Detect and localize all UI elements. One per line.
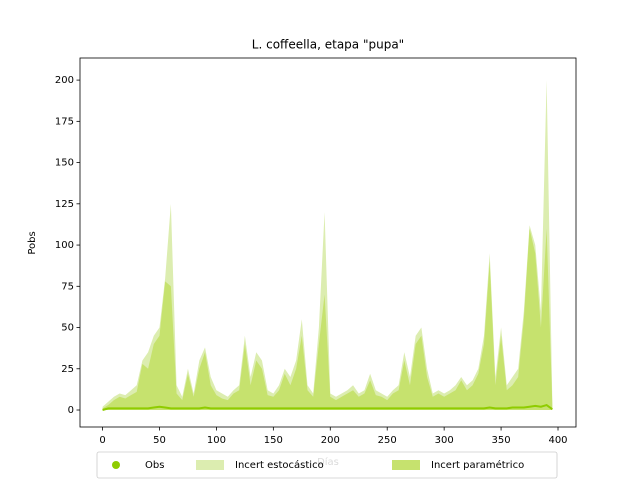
y-tick-label: 100 bbox=[55, 240, 74, 251]
legend-label: Incert paramétrico bbox=[431, 459, 524, 471]
x-tick-label: 200 bbox=[321, 435, 340, 446]
y-tick-label: 50 bbox=[61, 323, 74, 334]
y-tick-label: 0 bbox=[68, 405, 74, 416]
y-tick-label: 125 bbox=[55, 199, 74, 210]
x-tick-label: 150 bbox=[264, 435, 283, 446]
y-tick-label: 25 bbox=[61, 364, 74, 375]
area bbox=[102, 228, 553, 411]
legend-patch bbox=[196, 460, 224, 470]
y-axis-label: Pobs bbox=[27, 231, 38, 254]
plot-frame bbox=[79, 57, 577, 428]
y-tick-label: 150 bbox=[55, 158, 74, 169]
legend-patch bbox=[392, 460, 420, 470]
x-tick-label: 350 bbox=[492, 435, 511, 446]
y-tick-label: 200 bbox=[55, 75, 74, 86]
legend-marker bbox=[112, 461, 120, 469]
x-tick-label: 300 bbox=[435, 435, 454, 446]
x-tick-label: 0 bbox=[99, 435, 105, 446]
legend-label: Obs bbox=[145, 460, 164, 471]
line bbox=[102, 403, 553, 411]
x-tick-label: 400 bbox=[548, 435, 567, 446]
x-tick-label: 50 bbox=[153, 435, 166, 446]
y-tick-label: 175 bbox=[55, 116, 74, 127]
chart-title: L. coffeella, etapa "pupa" bbox=[252, 38, 404, 52]
x-tick-label: 100 bbox=[207, 435, 226, 446]
legend-box bbox=[96, 451, 558, 479]
x-tick-label: 250 bbox=[378, 435, 397, 446]
y-tick-label: 75 bbox=[61, 281, 74, 292]
legend-label: Incert estocástico bbox=[235, 459, 324, 471]
